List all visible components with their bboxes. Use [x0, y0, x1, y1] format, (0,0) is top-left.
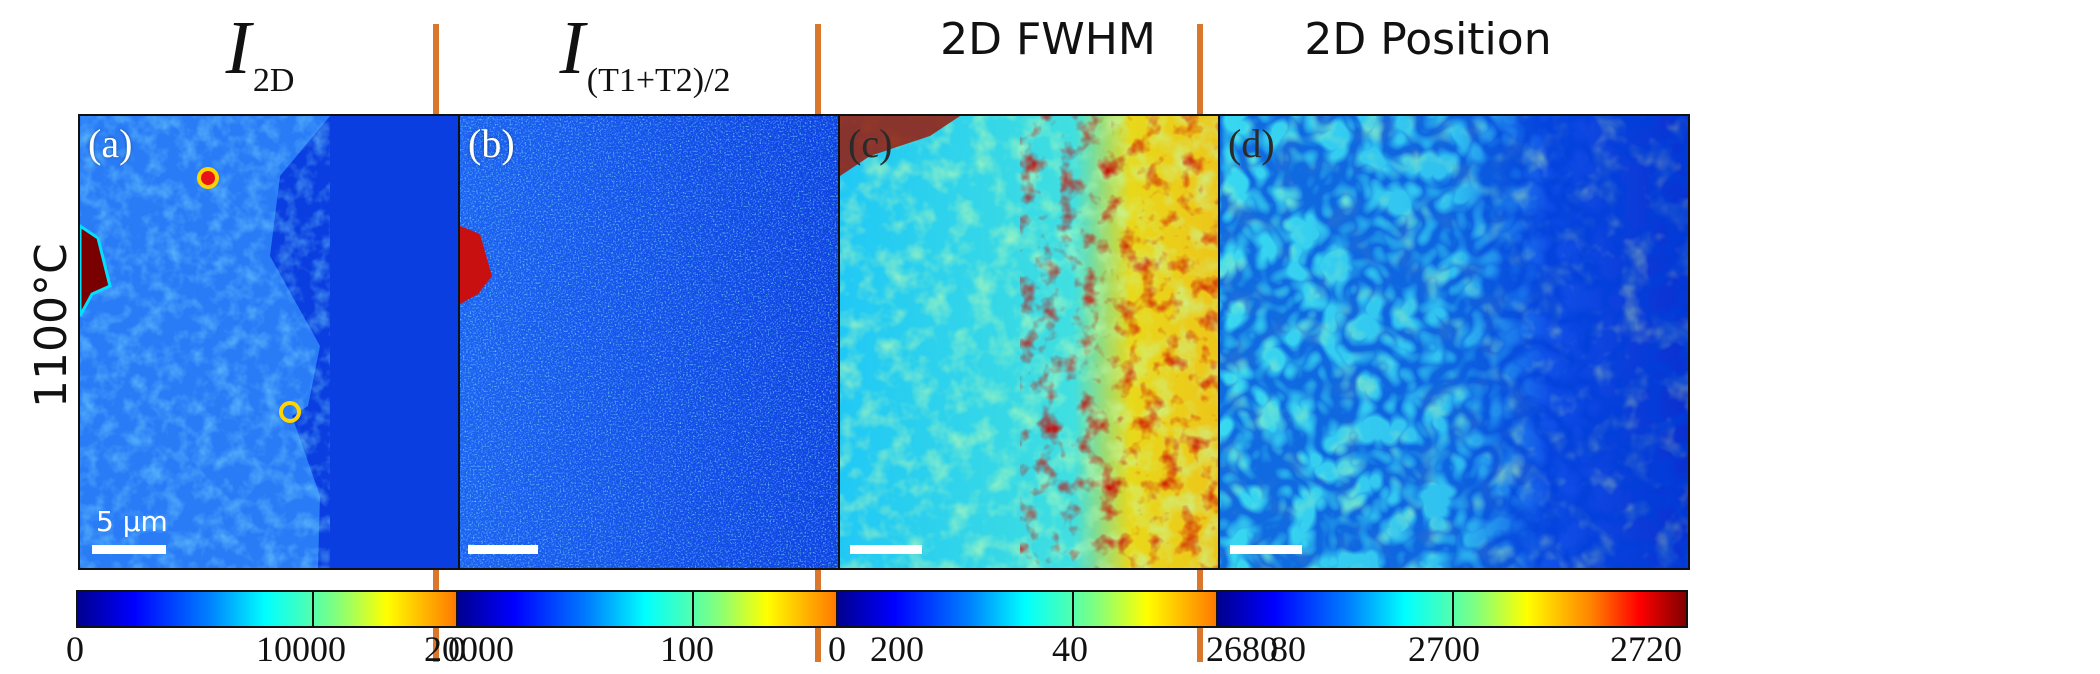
panel-d-title: 2D Position	[1304, 14, 1552, 65]
panel-b-title-sub: (T1+T2)/2	[586, 62, 731, 99]
colorbar-tick	[312, 592, 314, 626]
panel-c-title: 2D FWHM	[940, 14, 1156, 65]
colorbar-c-mid: 40	[1052, 629, 1088, 669]
scale-bar-label: 5 μm	[96, 505, 168, 538]
colorbar-d-max: 2720	[1610, 629, 1682, 669]
panel-b-letter: (b)	[468, 121, 515, 166]
panel-d-letter: (d)	[1228, 121, 1275, 166]
colorbar-tick	[692, 592, 694, 626]
colorbar-c-min: 0	[828, 629, 846, 669]
panel-a-letter: (a)	[88, 121, 133, 166]
colorbar-d-min: 2680	[1206, 629, 1278, 669]
colorbar-tick	[1072, 592, 1074, 626]
colorbar-a-max: 20000	[424, 629, 514, 669]
colorbar-a-min: 0	[66, 629, 84, 669]
panel-a-title: I2D	[200, 10, 320, 99]
marker-hollow	[279, 401, 301, 423]
scale-bar	[850, 545, 922, 554]
colorbar-c-max: 80	[1270, 629, 1306, 669]
colorbar-b-min: 0	[448, 629, 466, 669]
panel-b-title-main: I	[559, 6, 585, 90]
colorbar-b-mid: 100	[660, 629, 714, 669]
colorbar-a-mid: 10000	[256, 629, 346, 669]
map-panel-d: (d)	[1218, 114, 1690, 570]
colorbar-b-max: 200	[870, 629, 924, 669]
scale-bar	[468, 545, 538, 554]
panel-c-letter: (c)	[848, 121, 893, 166]
colorbar-tick	[1452, 592, 1454, 626]
panel-b-title: I(T1+T2)/2	[525, 10, 765, 99]
map-d-image	[1220, 116, 1688, 568]
marker-filled	[197, 167, 219, 189]
scale-bar	[1230, 545, 1302, 554]
colorbar-d-mid: 2700	[1408, 629, 1480, 669]
row-label-temperature: 1100°C	[26, 243, 77, 408]
panel-a-title-sub: 2D	[252, 62, 295, 99]
scale-bar	[92, 545, 166, 554]
panel-a-title-main: I	[225, 6, 251, 90]
colorbar-d	[1216, 590, 1688, 628]
